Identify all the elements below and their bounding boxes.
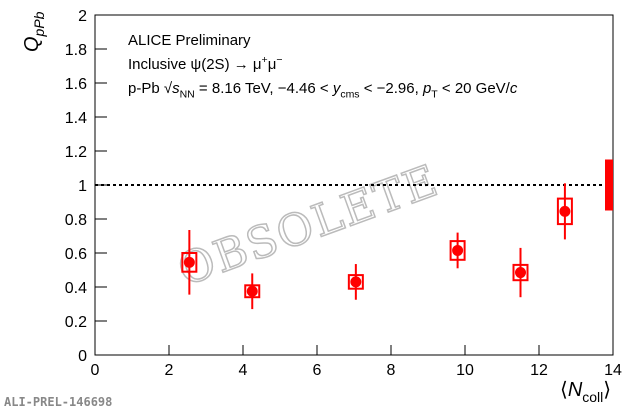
point: [452, 244, 464, 256]
x-axis-label-part: N: [568, 379, 583, 401]
y-tick-label: 1.2: [65, 144, 87, 161]
x-tick-label: 8: [387, 362, 396, 379]
x-axis-label-part: coll: [582, 389, 603, 405]
syst-box: [347, 274, 364, 290]
annotation-part: −: [276, 54, 282, 66]
x-axis-label: ⟨Ncoll⟩: [560, 379, 611, 405]
annotation-part: ALICE Preliminary: [128, 32, 251, 49]
y-tick-label: 1.6: [65, 76, 87, 93]
y-tick-label: 1.4: [65, 110, 87, 127]
annotation-part: < 20 GeV/: [438, 80, 511, 97]
y-axis-label: QpPb: [21, 11, 47, 52]
annotation-part: < −2.96,: [360, 80, 423, 97]
point: [515, 267, 526, 279]
x-tick-label: 12: [530, 362, 548, 379]
annotation: Inclusive ψ(2S) → μ+μ−: [128, 54, 282, 73]
annotation-part: +: [262, 54, 268, 66]
annotation-part: = 8.16 TeV, −4.46 <: [195, 80, 333, 97]
x-tick-label: 14: [604, 362, 622, 379]
syst-box: [449, 240, 466, 261]
x-tick-label: 10: [456, 362, 474, 379]
syst-box: [181, 252, 198, 273]
x-axis-label-part: ⟩: [603, 379, 611, 401]
y-tick-label: 0.6: [65, 246, 87, 263]
annotation: p-Pb √sNN = 8.16 TeV, −4.46 < ycms < −2.…: [128, 80, 518, 101]
global-uncertainty: [605, 159, 613, 211]
y-tick-label: 0.4: [65, 280, 87, 297]
annotation: ALICE Preliminary: [128, 32, 251, 49]
annotation-part: μ: [268, 56, 277, 73]
y-tick-label: 0: [78, 348, 87, 365]
annotation-part: T: [431, 89, 438, 101]
x-tick-label: 4: [239, 362, 248, 379]
annotation-part: cms: [340, 89, 359, 101]
y-tick-label: 2: [78, 8, 87, 25]
syst-box: [244, 284, 261, 299]
syst-box: [556, 197, 573, 226]
point: [183, 256, 195, 268]
annotation-part: p: [422, 80, 431, 97]
y-axis-label-part: pPb: [31, 11, 47, 37]
y-tick-label: 1.8: [65, 42, 87, 59]
y-tick-label: 1: [78, 178, 87, 195]
annotation-part: p-Pb √: [128, 80, 173, 97]
y-tick-label: 0.2: [65, 314, 87, 331]
point: [559, 205, 571, 217]
annotation-part: NN: [180, 89, 195, 101]
footer: ALI-PREL-146698: [4, 395, 112, 409]
x-tick-label: 2: [165, 362, 174, 379]
annotation-part: Inclusive ψ(2S) → μ: [128, 56, 262, 73]
x-tick-label: 0: [91, 362, 100, 379]
syst-box: [512, 263, 529, 282]
x-axis-label-part: ⟨: [560, 379, 568, 401]
annotation-part: s: [172, 80, 180, 97]
y-axis-label-part: Q: [21, 36, 43, 52]
annotation-part: y: [332, 80, 342, 97]
y-tick-label: 0.8: [65, 212, 87, 229]
annotation-part: c: [510, 80, 518, 97]
point: [350, 276, 362, 288]
watermark: OBSOLETE: [171, 155, 445, 296]
x-tick-label: 6: [313, 362, 322, 379]
point: [246, 285, 258, 297]
